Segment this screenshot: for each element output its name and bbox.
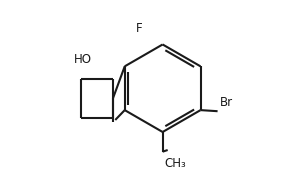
Text: Br: Br [220, 96, 233, 109]
Text: CH₃: CH₃ [164, 157, 186, 170]
Text: F: F [136, 22, 142, 35]
Text: HO: HO [74, 53, 92, 66]
